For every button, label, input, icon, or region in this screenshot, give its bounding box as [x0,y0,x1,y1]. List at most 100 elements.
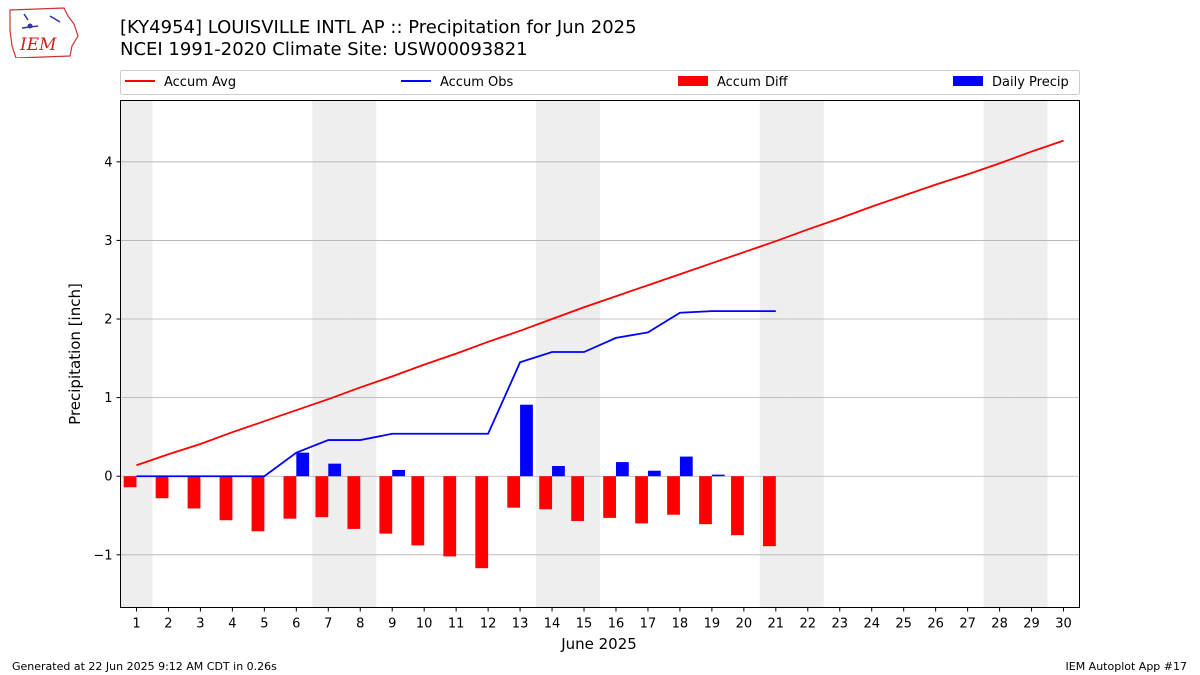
x-tick-label: 4 [228,617,236,632]
y-tick-label: 1 [104,391,112,406]
daily-precip-bar [679,456,693,477]
legend-accum-avg: Accum Avg [164,75,236,90]
accum-diff-bar [603,476,616,518]
chart-subtitle: NCEI 1991-2020 Climate Site: USW00093821 [120,39,528,60]
daily-precip-bar [647,470,661,477]
daily-precip-bar [392,469,406,477]
x-tick-label: 15 [576,617,593,632]
daily-precip-bar [552,466,565,477]
weekend-band-29 [1015,100,1048,608]
accum-diff-bar [475,476,489,569]
accum-diff-bar [699,476,712,525]
legend-box [120,70,1080,95]
y-tick-label: 4 [104,155,112,170]
legend-swatch-accum-diff [678,76,708,86]
x-tick-label: 22 [800,617,817,632]
x-tick-label: 29 [1023,617,1040,632]
weekend-band-8 [344,100,377,608]
x-tick-label: 10 [416,617,433,632]
x-tick-label: 9 [388,617,396,632]
x-tick-label: 5 [260,617,268,632]
plot-frame [120,100,1080,608]
x-tick-label: 3 [196,617,204,632]
accum-diff-bar [763,476,776,547]
x-tick-label: 2 [164,617,172,632]
daily-precip-bar [296,452,310,477]
accum-diff-bar [347,476,361,529]
x-tick-label: 8 [356,617,364,632]
y-axis-label: Precipitation [inch] [66,283,84,425]
accum-obs-line [136,310,776,478]
x-ticks: 1 2 3 4 5 6 7 8 9 10 11 12 13 14 15 16 17 18 19 20 21 22 23 24 2… [132,607,1072,632]
accum-diff-bar [571,476,585,522]
accum-diff-bar [123,476,137,488]
accum-diff-bar [251,476,265,532]
y-tick-label: 2 [104,313,112,328]
weekend-band-14 [536,100,569,608]
y-ticks: −1 0 1 2 3 4 [93,155,121,563]
daily-precip-bar [328,463,342,477]
series-lines [136,139,1064,478]
y-tick-label: −1 [93,548,112,563]
accum-diff-bar [187,476,201,509]
x-tick-label: 16 [608,617,625,632]
x-tick-label: 21 [768,617,785,632]
weekend-band-28 [983,100,1016,608]
x-tick-label: 19 [704,617,721,632]
logo-text: IEM [19,35,57,55]
x-tick-label: 1 [132,617,140,632]
x-tick-label: 18 [672,617,689,632]
legend-accum-diff: Accum Diff [717,75,789,90]
accum-diff-bar [507,476,521,508]
y-tick-label: 0 [104,470,112,485]
weekend-band-22 [791,100,824,608]
chart-title: [KY4954] LOUISVILLE INTL AP :: Precipita… [120,17,637,38]
legend-accum-obs: Accum Obs [440,75,513,90]
x-tick-label: 20 [736,617,753,632]
accum-diff-bar [539,476,553,510]
legend: Accum Avg Accum Obs Accum Diff Daily Pre… [120,70,1080,95]
accum-diff-bar [283,476,297,519]
x-tick-label: 7 [324,617,332,632]
y-tick-label: 3 [104,234,112,249]
x-tick-label: 25 [895,617,912,632]
x-tick-label: 30 [1055,617,1072,632]
weekend-band-1 [120,100,153,608]
x-tick-label: 28 [991,617,1008,632]
x-tick-label: 24 [863,617,880,632]
footer-app: IEM Autoplot App #17 [1065,660,1188,673]
bars [123,404,776,569]
x-tick-label: 17 [640,617,657,632]
x-tick-label: 11 [448,617,465,632]
accum-diff-bar [315,476,329,518]
x-tick-label: 27 [959,617,976,632]
x-tick-label: 12 [480,617,497,632]
daily-precip-bar [711,474,725,477]
accum-diff-bar [667,476,680,515]
legend-daily-precip: Daily Precip [992,75,1069,90]
x-tick-label: 23 [831,617,848,632]
accum-diff-bar [411,476,425,546]
daily-precip-bar [615,462,629,477]
daily-precip-bar [520,404,533,477]
accum-diff-bar [219,476,233,521]
x-tick-label: 26 [927,617,944,632]
x-axis-label: June 2025 [560,635,637,653]
x-tick-label: 14 [544,617,561,632]
weekend-shading [120,100,1048,608]
x-tick-label: 6 [292,617,300,632]
weekend-band-7 [312,100,345,608]
accum-diff-bar [635,476,648,524]
x-tick-label: 13 [512,617,529,632]
iem-logo: IEM [8,6,80,62]
accum-diff-bar [155,476,169,499]
accum-diff-bar [379,476,393,534]
footer-generated: Generated at 22 Jun 2025 9:12 AM CDT in … [12,660,277,673]
legend-swatch-daily-precip [953,76,983,86]
weekend-band-15 [568,100,600,608]
grid-lines [120,161,1080,556]
accum-diff-bar [731,476,744,536]
accum-diff-bar [443,476,457,557]
accum-avg-line [136,139,1064,467]
